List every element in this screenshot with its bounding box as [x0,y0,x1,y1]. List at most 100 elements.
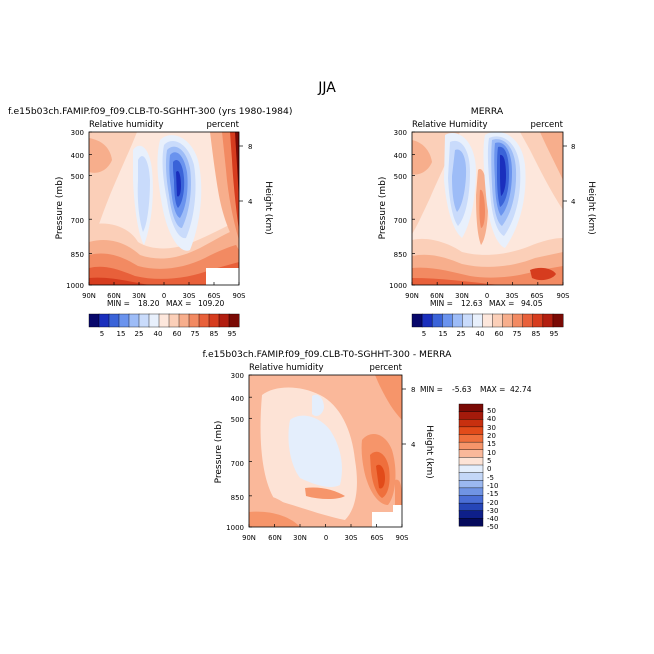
panel-difference-colorbar-swatch-8 [458,464,484,474]
panel-merra-cbar-label-15: 15 [439,330,448,338]
panel-difference-xtick-30n: 30N [293,534,307,542]
panel-merra-xtick-30n: 30N [455,292,469,300]
panel-merra-ytick-1000: 1000 [389,282,407,290]
panel-model-height-tick-4: 4 [248,198,253,206]
panel-model-colorbar-swatch-10 [188,313,200,328]
panel-merra-cbar-label-40: 40 [476,330,485,338]
panel-model-title: f.e15b03ch.FAMIP.f09_f09.CLB-T0-SGHHT-30… [8,106,292,117]
panel-difference-colorbar-swatch-0 [458,403,484,413]
panel-difference-units: percent [369,363,402,373]
panel-model-colorbar-swatch-7 [158,313,170,328]
panel-difference-cbar-label-0: 0 [487,465,491,473]
panel-model-colorbar-swatch-6 [148,313,160,328]
panel-difference-colorbar-swatch-5 [458,441,484,451]
panel-model-colorbar-swatch-0 [88,313,100,328]
panel-model-colorbar [88,313,240,328]
panel-difference-cbar-label-minus-50: -50 [487,523,498,531]
panel-merra-colorbar-swatch-5 [462,313,473,328]
panel-difference-cbar-label-10: 10 [487,449,496,457]
panel-model-cbar-label-25: 25 [135,330,144,338]
panel-merra-ytick-400: 400 [394,152,407,160]
panel-difference-colorbar-swatch-7 [458,457,484,466]
panel-model-cbar-label-95: 95 [228,330,237,338]
panel-merra-colorbar-swatch-10 [512,313,524,328]
panel-model-cbar-label-85: 85 [210,330,219,338]
panel-model-colorbar-swatch-11 [198,313,210,328]
panel-difference-min-value: -5.63 [452,385,472,394]
figure-title: JJA [317,80,336,96]
panel-model-ytick-300: 300 [71,129,84,137]
panel-model-min-value: 18.20 [138,299,160,308]
panel-model-colorbar-swatch-5 [138,313,150,328]
panel-difference-colorbar-swatch-3 [458,426,484,436]
panel-model-max-value: 109.20 [198,299,224,308]
panel-merra-colorbar-swatch-4 [452,313,463,328]
panel-model-variable: Relative humidity [89,120,164,130]
panel-model-xtick-0: 0 [162,292,166,300]
panel-merra-ytick-700: 700 [394,217,407,225]
panel-merra-max-label: MAX = [489,299,514,308]
panel-model-xtick-90n: 90N [82,292,96,300]
panel-merra-ytick-300: 300 [394,129,407,137]
panel-merra-max-value: 94.05 [521,299,543,308]
panel-merra-ytick-500: 500 [394,173,407,181]
panel-difference-max-value: 42.74 [510,385,532,394]
panel-difference-colorbar-swatch-15 [458,518,484,527]
panel-merra-colorbar-swatch-13 [542,313,554,328]
panel-difference-cbar-label-minus-20: -20 [487,499,498,507]
panel-merra-title: MERRA [471,106,504,117]
panel-merra-cbar-label-85: 85 [532,330,541,338]
panel-model-colorbar-swatch-3 [118,313,130,328]
panel-model-height-axis-label: Height (km) [263,181,273,235]
panel-model-xtick-30s: 30S [183,292,196,300]
panel-difference-xtick-0: 0 [324,534,328,542]
panel-difference-max-label: MAX = [480,385,505,394]
panel-difference-colorbar-swatch-11 [458,487,484,497]
panel-merra-units: percent [530,120,563,130]
panel-difference-colorbar-swatch-10 [458,480,484,489]
panel-merra: MERRA Relative Humidity percent [378,106,596,338]
panel-merra-colorbar-swatch-6 [472,313,483,328]
panel-difference-colorbar-swatch-6 [458,449,484,458]
panel-model-colorbar-swatch-12 [208,313,220,328]
panel-model-colorbar-swatch-2 [108,313,120,328]
panel-merra-xtick-90n: 90N [405,292,419,300]
panel-difference-ytick-400: 400 [231,395,244,403]
panel-difference-colorbar [458,403,484,527]
panel-model-colorbar-swatch-13 [218,313,230,328]
panel-difference-contour-field [249,375,402,527]
panel-model-ytick-1000: 1000 [66,282,84,290]
panel-merra-colorbar [411,313,564,328]
panel-merra-xtick-60n: 60N [430,292,444,300]
panel-model: f.e15b03ch.FAMIP.f09_f09.CLB-T0-SGHHT-30… [8,106,292,338]
panel-merra-xtick-30s: 30S [506,292,519,300]
panel-difference-height-axis-label: Height (km) [424,425,434,479]
panel-model-min-label: MIN = [107,299,130,308]
panel-difference-colorbar-swatch-14 [458,510,484,519]
panel-model-cbar-label-15: 15 [117,330,126,338]
panel-merra-colorbar-swatch-3 [442,313,453,328]
panel-difference-cbar-label-minus-40: -40 [487,515,498,523]
panel-difference-title: f.e15b03ch.FAMIP.f09_f09.CLB-T0-SGHHT-30… [203,349,453,360]
panel-merra-colorbar-swatch-8 [492,313,504,328]
panel-merra-colorbar-swatch-2 [431,313,443,328]
panel-merra-cbar-label-25: 25 [457,330,466,338]
panel-merra-cbar-label-5: 5 [422,330,426,338]
panel-model-cbar-label-60: 60 [173,330,182,338]
panel-model-contour-field [89,132,239,285]
panel-model-xtick-60s: 60S [208,292,221,300]
panel-difference: f.e15b03ch.FAMIP.f09_f09.CLB-T0-SGHHT-30… [203,349,532,542]
panel-model-colorbar-swatch-4 [128,313,140,328]
panel-difference-cbar-label-50: 50 [487,407,496,415]
panel-model-colorbar-swatch-14 [228,313,240,328]
panel-difference-height-tick-8: 8 [411,386,415,394]
panel-model-ytick-700: 700 [71,217,84,225]
panel-difference-colorbar-swatch-13 [458,502,484,512]
panel-model-xtick-60n: 60N [107,292,121,300]
panel-difference-xtick-60n: 60N [268,534,282,542]
axis-tick-marks [88,131,567,528]
panel-difference-cbar-label-minus-30: -30 [487,507,498,515]
panel-difference-cbar-label-minus-10: -10 [487,482,498,490]
panel-difference-cbar-label-minus-15: -15 [487,490,498,498]
panel-merra-cbar-label-60: 60 [495,330,504,338]
